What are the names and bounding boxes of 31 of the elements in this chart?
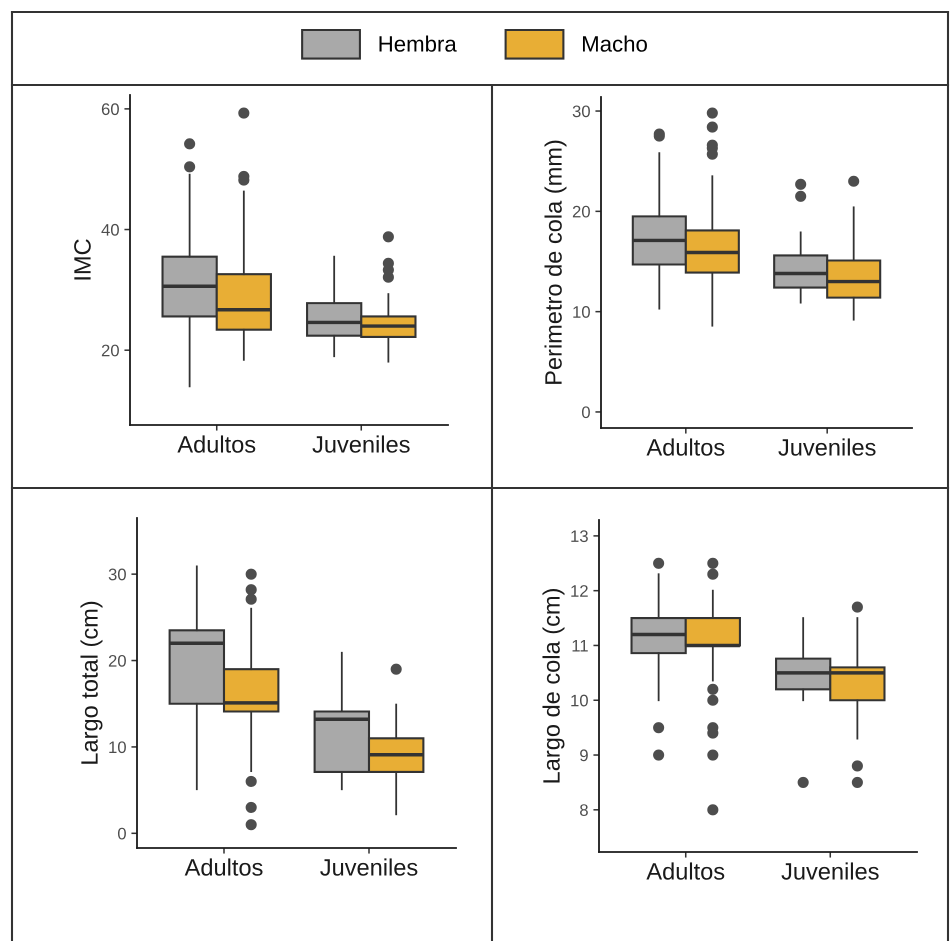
y-tick-label: 40 bbox=[101, 224, 119, 236]
y-axis-title: Largo de cola (cm) bbox=[542, 589, 564, 782]
y-tick-label: 20 bbox=[572, 206, 590, 218]
y-axis-title: IMC bbox=[74, 239, 91, 280]
x-tick-label: Adultos bbox=[646, 438, 724, 456]
y-tick-label: 12 bbox=[571, 585, 588, 597]
y-tick-label: 60 bbox=[102, 103, 119, 116]
y-tick-label: 10 bbox=[573, 306, 590, 318]
y-tick-label: 10 bbox=[109, 741, 126, 754]
y-tick-label: 0 bbox=[582, 406, 590, 418]
y-tick-label: 8 bbox=[580, 804, 588, 816]
y-axis-title: Largo total (cm) bbox=[80, 602, 102, 764]
x-tick-label: Juveniles bbox=[320, 858, 418, 876]
legend-label: Macho bbox=[582, 35, 647, 52]
x-tick-label: Adultos bbox=[177, 435, 256, 453]
y-tick-label: 9 bbox=[580, 749, 588, 762]
x-tick-label: Juveniles bbox=[778, 438, 876, 456]
legend-label: Hembra bbox=[380, 35, 457, 52]
y-tick-label: 0 bbox=[118, 828, 126, 840]
y-tick-label: 11 bbox=[572, 640, 588, 652]
x-tick-label: Juveniles bbox=[312, 435, 410, 453]
y-tick-label: 30 bbox=[572, 105, 590, 118]
y-tick-label: 13 bbox=[571, 530, 588, 542]
y-tick-label: 20 bbox=[102, 344, 119, 356]
y-tick-label: 30 bbox=[108, 568, 126, 580]
x-tick-label: Juveniles bbox=[781, 862, 879, 880]
y-tick-label: 20 bbox=[108, 654, 126, 667]
y-axis-title: Perimetro de cola (mm) bbox=[544, 140, 566, 384]
y-tick-label: 10 bbox=[571, 694, 588, 706]
x-tick-label: Adultos bbox=[184, 858, 263, 876]
x-tick-label: Adultos bbox=[646, 862, 724, 880]
